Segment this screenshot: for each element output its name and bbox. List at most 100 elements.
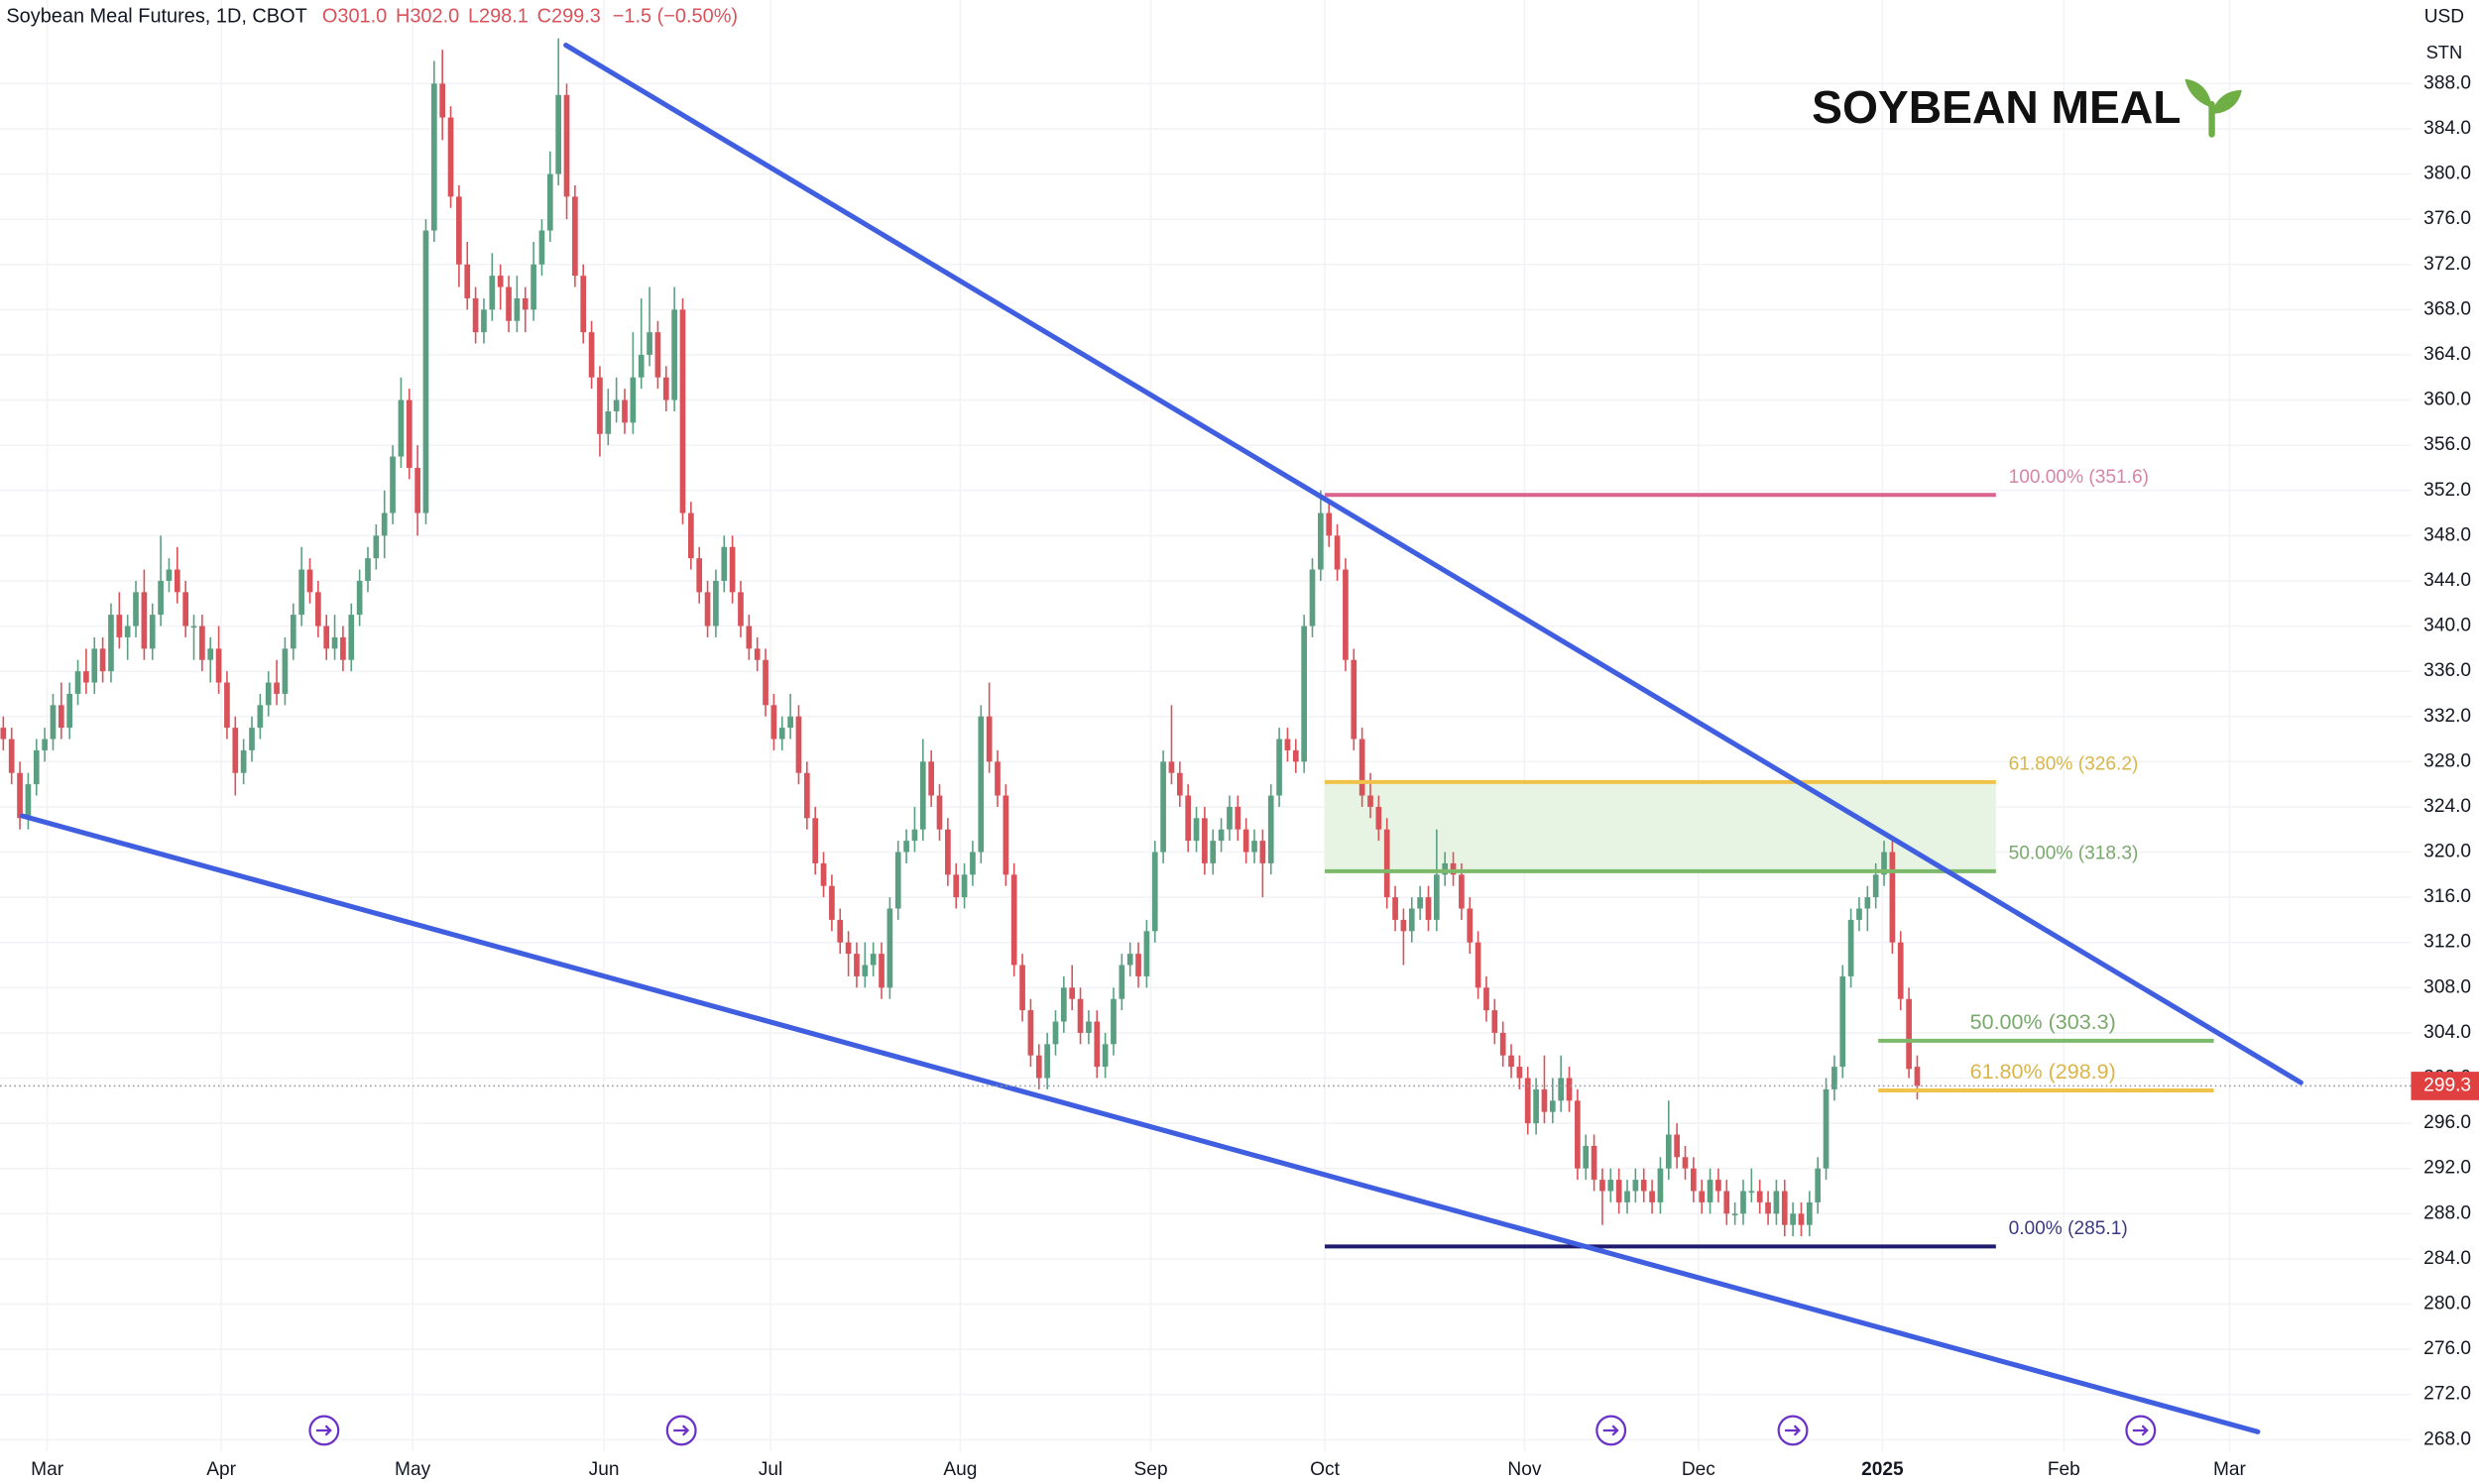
candle-body <box>1326 513 1333 536</box>
event-icon[interactable] <box>1595 1415 1627 1446</box>
candle-body <box>149 615 156 649</box>
y-tick-label: 364.0 <box>2423 344 2471 365</box>
candle-body <box>1392 897 1398 920</box>
candle-body <box>531 264 536 310</box>
y-tick-label: 328.0 <box>2423 750 2471 771</box>
candle-body <box>986 716 993 762</box>
candle-body <box>1334 535 1341 570</box>
y-tick-label: 296.0 <box>2423 1112 2471 1133</box>
symbol: Soybean Meal Futures, 1D, CBOT <box>6 6 306 28</box>
y-tick-label: 384.0 <box>2423 118 2471 139</box>
y-tick-label: 340.0 <box>2423 616 2471 636</box>
candle-body <box>1657 1168 1664 1202</box>
candle-body <box>845 942 852 955</box>
ohlc-change: −1.5 (−0.50%) <box>613 6 738 28</box>
candle-body <box>795 716 802 773</box>
x-tick-label: Nov <box>1507 1459 1541 1480</box>
candle-body <box>870 954 877 966</box>
last-price-tag <box>2411 1072 2479 1100</box>
candle-body <box>240 749 247 773</box>
candle-body <box>1318 513 1324 570</box>
candle-body <box>373 535 380 559</box>
candle-body <box>1640 1180 1647 1192</box>
candle-body <box>1433 874 1440 920</box>
logo-text: SOYBEAN MEAL <box>1812 81 2181 133</box>
candle-body <box>1649 1191 1655 1202</box>
candle-body <box>1591 1145 1597 1181</box>
event-icon[interactable] <box>665 1415 697 1446</box>
candle-body <box>1408 908 1415 932</box>
candle-body <box>1839 975 1846 1068</box>
y-tick-label: 388.0 <box>2423 72 2471 93</box>
candle-body <box>215 648 222 683</box>
ohlc-high: H302.0 <box>396 6 459 28</box>
candle-body <box>1499 1032 1506 1056</box>
candle-body <box>961 874 968 898</box>
y-tick-label: 348.0 <box>2423 524 2471 545</box>
overlays <box>1325 781 1996 871</box>
x-tick-label: Mar <box>31 1459 64 1480</box>
candle-body <box>746 626 753 649</box>
candle-body <box>108 615 114 672</box>
candle-body <box>1284 739 1291 750</box>
candle-body <box>58 705 64 729</box>
candle-body <box>1815 1168 1822 1202</box>
candle-body <box>430 83 437 231</box>
candle-body <box>1914 1067 1921 1086</box>
candle-body <box>713 580 719 627</box>
candle-body <box>414 467 420 514</box>
event-icon[interactable] <box>308 1415 340 1446</box>
candle-body <box>995 761 1001 796</box>
candle-body <box>158 580 164 616</box>
candle-body <box>199 626 205 660</box>
candle-body <box>1864 897 1871 909</box>
candle-body <box>886 908 893 988</box>
candle-body <box>1027 1010 1034 1056</box>
candle-body <box>390 456 396 514</box>
x-tick-label: Oct <box>1310 1459 1340 1480</box>
candle-body <box>1218 829 1225 842</box>
candle-body <box>894 852 901 909</box>
candle-body <box>671 309 677 400</box>
candle-body <box>829 885 835 920</box>
candle-body <box>274 682 280 694</box>
candle-body <box>290 615 296 649</box>
candle-body <box>1292 749 1299 762</box>
candle-body <box>970 852 976 875</box>
candle-body <box>688 513 694 559</box>
y-tick-label: 272.0 <box>2423 1384 2471 1405</box>
y-tick-label: 308.0 <box>2423 976 2471 997</box>
candle-body <box>1731 1213 1738 1215</box>
candle-body <box>1889 852 1896 943</box>
fib-label: 50.00% (318.3) <box>2009 843 2139 863</box>
y-tick-label: 336.0 <box>2423 660 2471 681</box>
candle-body <box>99 648 106 672</box>
candle-body <box>953 874 960 898</box>
candle-body <box>0 728 7 740</box>
candle-body <box>1077 998 1084 1033</box>
drawings: 100.00% (351.6) 61.80% (326.2) 50.00% (318… <box>0 43 2412 1434</box>
y-tick-label: 268.0 <box>2423 1428 2471 1449</box>
candle-body <box>1450 862 1457 875</box>
event-icon[interactable] <box>1777 1415 1809 1446</box>
candle-body <box>704 592 711 627</box>
candle-body <box>1425 897 1432 920</box>
candle-body <box>116 615 123 637</box>
candle-body <box>696 558 703 593</box>
candle-body <box>224 682 230 729</box>
candle-body <box>1135 954 1141 976</box>
event-icons <box>308 1415 2157 1446</box>
candle-body <box>166 569 173 581</box>
x-tick-label: Sep <box>1134 1459 1168 1480</box>
candle-body <box>1665 1134 1672 1169</box>
event-icon[interactable] <box>2125 1415 2157 1446</box>
candle-body <box>1756 1191 1763 1202</box>
candle-body <box>647 332 652 355</box>
candle-body <box>340 636 346 660</box>
candle-body <box>1052 1021 1059 1045</box>
candle-body <box>1086 1021 1092 1033</box>
y-tick-label: 280.0 <box>2423 1294 2471 1314</box>
candle-body <box>1343 569 1349 660</box>
candle-body <box>754 648 761 660</box>
